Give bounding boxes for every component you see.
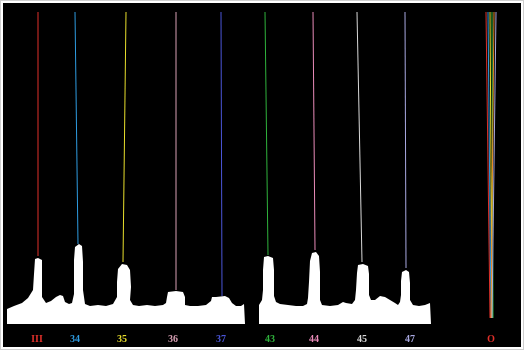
probe-label-35: 35 xyxy=(117,334,127,345)
overlay-line xyxy=(490,11,495,319)
overlay-label: O xyxy=(487,334,495,345)
probe-line-45 xyxy=(356,11,363,263)
probe-label-45: 45 xyxy=(357,334,367,345)
black-background xyxy=(3,3,521,347)
probe-line-34 xyxy=(74,11,79,245)
probe-line-44 xyxy=(312,11,316,251)
white-silhouettes xyxy=(7,244,431,324)
probe-lines xyxy=(37,11,407,297)
overlay-line xyxy=(487,11,492,319)
overlay-line-bundle xyxy=(485,11,497,319)
probe-line-43 xyxy=(264,11,269,256)
probe-label-47: 47 xyxy=(405,334,415,345)
probe-labels: III 34 35 36 37 43 44 45 47 xyxy=(31,334,415,345)
overlay-line xyxy=(485,11,491,319)
probe-line-47 xyxy=(404,11,407,269)
probe-line-37 xyxy=(220,11,223,297)
probe-label-36: 36 xyxy=(168,334,178,345)
probe-label-III: III xyxy=(31,334,43,345)
overlay-line xyxy=(491,11,497,319)
silhouette-right-segment xyxy=(259,252,431,324)
probe-label-34: 34 xyxy=(70,334,80,345)
probe-line-35 xyxy=(122,11,127,263)
probe-label-37: 37 xyxy=(216,334,226,345)
probe-label-44: 44 xyxy=(309,334,319,345)
probe-label-43: 43 xyxy=(265,334,275,345)
silhouette-left-segment xyxy=(7,244,245,324)
